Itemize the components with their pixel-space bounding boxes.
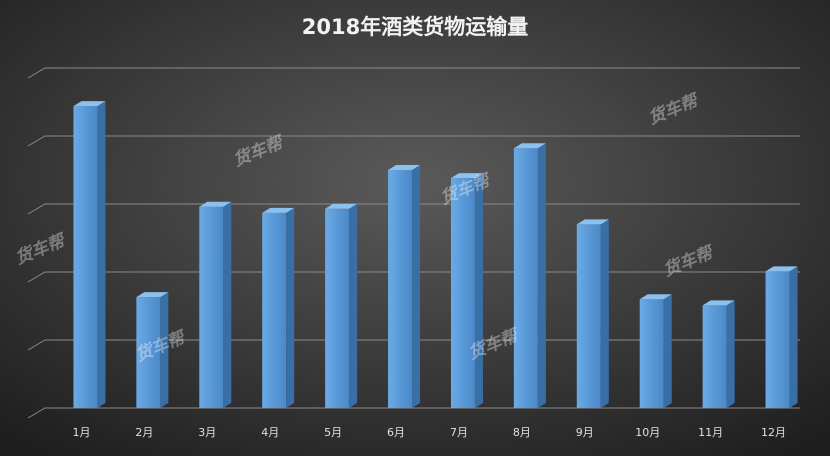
x-tick-label: 9月 [576,426,594,439]
bar-group [702,300,735,408]
bar-side [726,300,735,408]
bar [199,206,224,408]
bar-group [262,207,295,408]
grid-line [27,203,800,215]
grid-line [27,67,800,79]
bar-side [474,173,483,408]
bar-side [223,201,232,408]
bar-top [262,207,295,213]
bar-group [136,292,169,408]
x-tick-label: 1月 [72,426,90,439]
x-tick-label: 8月 [513,426,531,439]
bar-side [97,101,106,408]
bar-side [286,207,295,408]
bar [702,305,727,408]
bar-side [412,165,421,408]
bar-top [199,201,232,207]
grid-line [27,407,800,419]
grid-line [27,271,800,283]
x-tick-label: 10月 [635,426,660,439]
bar-group [325,203,358,408]
bar-group [513,143,546,409]
bar-side [600,219,609,408]
bar-top [325,203,358,209]
bar-top [702,300,735,306]
bar [513,148,538,409]
grid [27,67,800,419]
bar-top [576,219,609,225]
bar [262,212,287,408]
x-tick-label: 6月 [387,426,405,439]
bar-top [136,292,169,298]
x-tick-label: 5月 [324,426,342,439]
bar [639,299,664,408]
bar-group [639,294,672,408]
bar-side [160,292,169,408]
bar [325,208,350,408]
x-tick-label: 2月 [135,426,153,439]
bar-group [73,101,106,408]
x-tick-label: 12月 [761,426,786,439]
bar-top [450,173,483,179]
bar-group [388,165,421,408]
bar-side [349,203,358,408]
grid-line [27,339,800,351]
bar-side [663,294,672,408]
bar-top [513,143,546,149]
bar [73,106,98,408]
bar-top [73,101,106,107]
x-tick-label: 4月 [261,426,279,439]
bar-top [639,294,672,300]
bar-side [789,266,798,408]
bar-group [199,201,232,408]
bar [765,271,790,408]
bar-side [537,143,546,409]
x-tick-label: 11月 [698,426,723,439]
bar [136,297,161,408]
bar-group [450,173,483,408]
chart-title: 2018年酒类货物运输量 [302,15,528,39]
bar-top [765,266,798,272]
x-tick-label: 3月 [198,426,216,439]
bar [450,178,475,408]
x-tick-label: 7月 [450,426,468,439]
bar-top [388,165,421,170]
bar [388,170,413,408]
bar [576,224,601,408]
bar-group [765,266,798,408]
bar-group [576,219,609,408]
grid-line [27,135,800,147]
